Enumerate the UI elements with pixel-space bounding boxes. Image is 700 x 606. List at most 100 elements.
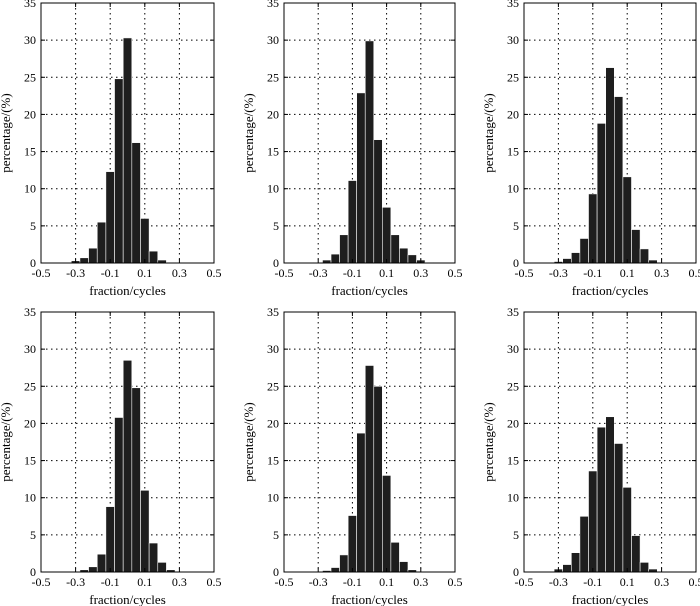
y-tick-label: 20: [24, 107, 36, 121]
x-tick-label: 0.3: [172, 575, 187, 589]
y-tick-label: 25: [507, 379, 519, 393]
y-tick-label: 5: [513, 219, 519, 233]
y-tick-label: 10: [267, 491, 279, 505]
histogram-bar: [131, 142, 141, 264]
y-tick-label: 35: [24, 305, 36, 319]
y-tick-label: 0: [30, 256, 36, 270]
histogram-panel-2: -0.5 -0.3 -0.1 0.1 0.3 0.5 0 5 10 15 20 25 30 35 fract…: [241, 0, 463, 298]
histogram-bar: [330, 567, 340, 573]
histogram-bar: [605, 67, 615, 264]
x-axis-label: fraction/cycles: [572, 283, 649, 298]
histogram-bar: [364, 40, 375, 264]
y-tick-label: 10: [24, 491, 36, 505]
y-tick-label: 30: [507, 342, 519, 356]
plot-frame: [40, 2, 215, 264]
y-tick-label: 0: [273, 565, 279, 579]
y-tick-label: 25: [507, 70, 519, 84]
y-tick-label: 15: [24, 454, 36, 468]
y-tick-label: 10: [507, 491, 519, 505]
x-tick-label: -0.3: [66, 575, 85, 589]
histogram-bar: [373, 385, 383, 573]
x-tick-label: -0.1: [583, 266, 602, 280]
plot-frame: [283, 2, 456, 264]
histogram-bar: [631, 535, 641, 573]
histogram-bar: [148, 542, 159, 573]
histogram-bar: [105, 171, 115, 264]
histogram-bar: [96, 221, 107, 264]
x-tick-label: -0.1: [583, 575, 602, 589]
y-tick-label: 15: [267, 145, 279, 159]
y-axis-label: percentage/(%): [481, 402, 496, 481]
histogram-panel-3: -0.5 -0.3 -0.1 0.1 0.3 0.5 0 5 10 15 20 25 30 35 fract…: [481, 0, 700, 298]
x-axis-label: fraction/cycles: [572, 592, 649, 606]
x-tick-label: -0.5: [275, 266, 294, 280]
histogram-bar: [588, 193, 598, 264]
y-tick-label: 30: [267, 33, 279, 47]
x-tick-label: -0.3: [309, 266, 328, 280]
plot-frame: [40, 311, 215, 573]
x-tick-label: 0.5: [689, 266, 700, 280]
y-tick-label: 5: [513, 528, 519, 542]
y-tick-label: 20: [267, 416, 279, 430]
histogram-bar: [79, 257, 89, 264]
x-axis-label: fraction/cycles: [331, 592, 408, 606]
x-tick-label: -0.3: [549, 266, 568, 280]
x-tick-label: 0.1: [137, 266, 152, 280]
histogram-bar: [570, 252, 581, 264]
histogram-bar: [579, 515, 589, 573]
y-tick-label: 5: [30, 219, 36, 233]
y-axis-label: percentage/(%): [0, 93, 13, 172]
x-tick-label: 0.3: [413, 575, 428, 589]
x-axis-label: fraction/cycles: [331, 283, 408, 298]
y-tick-label: 35: [507, 0, 519, 10]
x-tick-label: 0.1: [379, 575, 394, 589]
histogram-bar: [330, 253, 340, 264]
x-tick-label: 0.3: [654, 575, 669, 589]
histogram-bar: [639, 248, 649, 264]
x-tick-label: -0.3: [549, 575, 568, 589]
histogram-bar: [407, 254, 417, 264]
y-tick-label: 5: [273, 219, 279, 233]
y-tick-label: 35: [267, 0, 279, 10]
histogram-bar: [140, 218, 150, 264]
y-tick-label: 35: [507, 305, 519, 319]
x-axis-label: fraction/cycles: [89, 283, 166, 298]
y-tick-label: 20: [267, 107, 279, 121]
y-tick-label: 15: [267, 454, 279, 468]
histogram-bar: [105, 506, 115, 573]
histogram-bar: [562, 258, 572, 264]
histogram-panel-6: -0.5 -0.3 -0.1 0.1 0.3 0.5 0 5 10 15 20 25 30 35 fract…: [481, 305, 700, 606]
histogram-bar: [579, 238, 589, 264]
histogram-bar: [390, 541, 400, 573]
histogram-bar: [390, 234, 400, 264]
histogram-bar: [148, 250, 159, 264]
histogram-bar: [613, 96, 624, 264]
y-tick-label: 35: [24, 0, 36, 10]
histogram-bar: [347, 515, 357, 573]
x-tick-label: 0.5: [448, 575, 463, 589]
histogram-bar: [96, 553, 107, 573]
histogram-bar: [339, 554, 349, 573]
plot-frame: [523, 2, 697, 264]
y-axis-label: percentage/(%): [241, 402, 256, 481]
y-axis-label: percentage/(%): [241, 93, 256, 172]
y-tick-label: 25: [24, 70, 36, 84]
plot-frame: [523, 311, 697, 573]
y-tick-label: 5: [273, 528, 279, 542]
histogram-bar: [570, 552, 581, 573]
histogram-bar: [157, 562, 167, 573]
histogram-bar: [356, 432, 366, 573]
y-tick-label: 0: [513, 256, 519, 270]
x-tick-label: -0.5: [275, 575, 294, 589]
y-tick-label: 15: [507, 145, 519, 159]
x-tick-label: 0.1: [620, 266, 635, 280]
histogram-bar: [596, 123, 606, 264]
histogram-bar: [588, 470, 598, 573]
y-tick-label: 25: [267, 379, 279, 393]
y-tick-label: 35: [267, 305, 279, 319]
histogram-bar: [382, 475, 392, 573]
y-tick-label: 30: [24, 33, 36, 47]
histogram-bar: [622, 176, 632, 264]
histogram-bar: [114, 78, 124, 264]
